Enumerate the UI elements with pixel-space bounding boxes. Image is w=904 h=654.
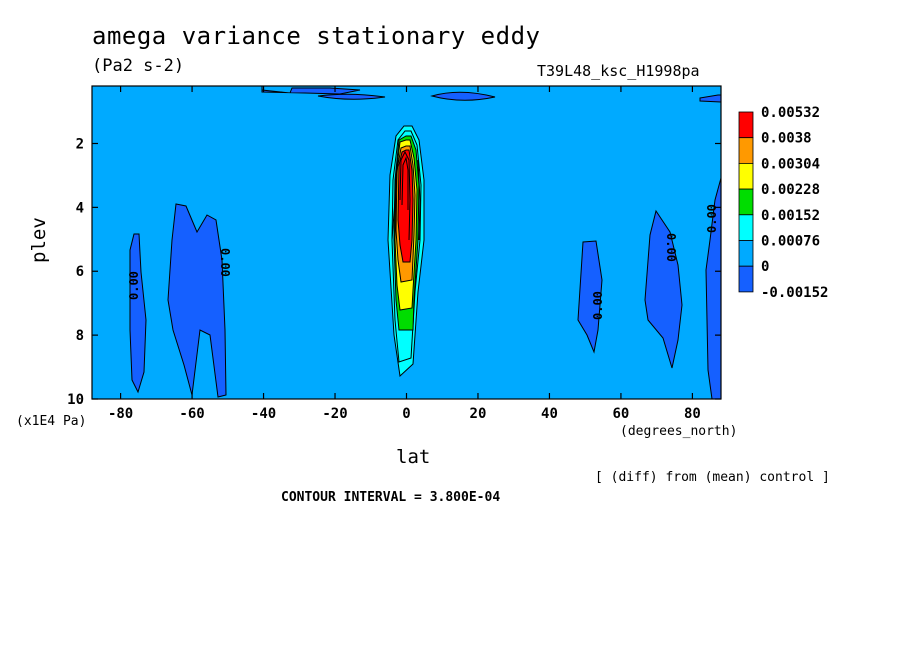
- run-label: T39L48_ksc_H1998pa: [537, 62, 700, 80]
- negative-region-top-3: [430, 91, 496, 101]
- x-tick-label-8: 80: [684, 406, 701, 422]
- colorbar-label-7: -0.00152: [761, 285, 828, 301]
- y-tick-label-2: 6: [76, 264, 84, 280]
- contour-label-3: 0.00: [591, 291, 605, 320]
- x-tick-label-5: 20: [470, 406, 487, 422]
- contour-label-1: 0.00: [127, 271, 141, 300]
- negative-region-west-1: [129, 233, 147, 394]
- x-tick-label-6: 40: [541, 406, 558, 422]
- x-tick-label-7: 60: [613, 406, 630, 422]
- colorbar-label-5: 0.00076: [761, 234, 820, 250]
- colorbar-label-4: 0.00152: [761, 208, 820, 224]
- colorbar-swatch-5: [738, 240, 754, 267]
- colorbar-swatch-1: [738, 137, 754, 164]
- contour-label-5: 0.00: [705, 204, 719, 233]
- contour-label-4: 0.00: [664, 233, 678, 262]
- colorbar-swatch-0: [738, 111, 754, 139]
- negative-region-top-4: [699, 94, 721, 103]
- y-axis-label: plev: [28, 217, 50, 263]
- negative-region-west-2: [167, 203, 227, 398]
- x-tick-label-3: -20: [322, 406, 347, 422]
- x-tick-label-2: -40: [251, 406, 276, 422]
- negative-region-east-2: [644, 209, 683, 369]
- colorbar-label-3: 0.00228: [761, 182, 820, 198]
- x-tick-label-0: -80: [108, 406, 133, 422]
- band-above-00532: [397, 149, 414, 263]
- colorbar-label-1: 0.0038: [761, 131, 812, 147]
- colorbar-swatch-3: [738, 188, 754, 216]
- negative-region-east-3: [705, 177, 721, 399]
- x-axis-label: lat: [396, 446, 431, 468]
- y-tick-label-0: 2: [76, 136, 84, 152]
- colorbar-label-0: 0.00532: [761, 105, 820, 121]
- chart-units: (Pa2 s-2): [92, 56, 185, 76]
- contour-labels: 0.00 0.00 0.00 0.00 0.00: [127, 204, 719, 320]
- y-tick-label-3: 8: [76, 328, 84, 344]
- colorbar-label-6: 0: [761, 259, 769, 275]
- colorbar-swatch-4: [738, 214, 754, 241]
- negative-region-top-2: [317, 93, 386, 100]
- contour-label-2: 0.00: [218, 248, 232, 277]
- x-tick-label-4: 0: [402, 406, 410, 422]
- footnote: [ (diff) from (mean) control ]: [595, 470, 830, 485]
- colorbar-swatch-6: [738, 265, 754, 293]
- x-axis-units: (degrees_north): [620, 424, 738, 439]
- negative-region-east-1: [577, 240, 603, 354]
- chart-title: amega variance stationary eddy: [92, 22, 541, 50]
- contour-interval: CONTOUR INTERVAL = 3.800E-04: [281, 490, 501, 505]
- y-tick-label-1: 4: [76, 200, 84, 216]
- y-tick-label-4: 10: [67, 392, 84, 408]
- colorbar-label-2: 0.00304: [761, 156, 820, 172]
- colorbar-swatch-2: [738, 162, 754, 190]
- x-tick-label-1: -60: [179, 406, 204, 422]
- y-axis-units: (x1E4 Pa): [16, 414, 87, 429]
